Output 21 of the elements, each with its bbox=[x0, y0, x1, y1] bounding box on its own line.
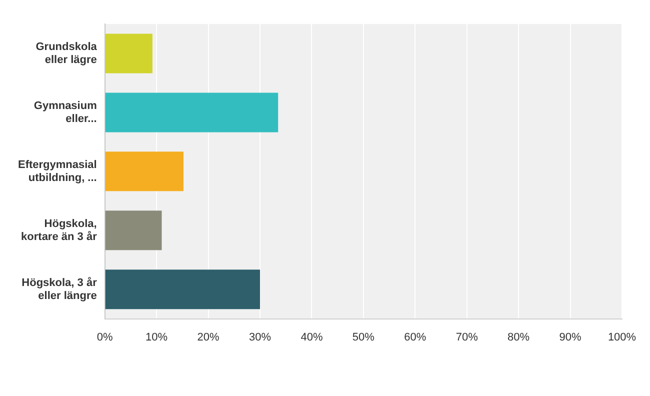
x-tick-label: 70% bbox=[456, 331, 478, 344]
y-tick-label: Gymnasium eller... bbox=[34, 100, 98, 126]
x-tick-label: 20% bbox=[197, 331, 220, 344]
x-tick-label: 90% bbox=[559, 331, 582, 344]
bar bbox=[105, 210, 162, 250]
x-tick-label: 50% bbox=[352, 331, 375, 344]
bar bbox=[105, 34, 152, 74]
bar bbox=[105, 270, 260, 310]
x-tick-label: 100% bbox=[608, 331, 636, 344]
y-tick-label: Eftergymnasial utbildning, ... bbox=[18, 158, 97, 184]
x-tick-label: 40% bbox=[300, 331, 323, 344]
y-tick-label: Högskola, 3 år eller längre bbox=[22, 276, 98, 302]
x-tick-label: 30% bbox=[248, 331, 272, 344]
bar bbox=[105, 92, 278, 132]
bar bbox=[105, 152, 184, 192]
y-tick-label: Grundskola eller lägre bbox=[36, 40, 98, 66]
x-tick-label: 60% bbox=[404, 331, 426, 344]
x-tick-label: 80% bbox=[508, 331, 530, 344]
x-tick-label: 10% bbox=[146, 331, 168, 344]
y-tick-label: Högskola, kortare än 3 år bbox=[21, 218, 98, 243]
x-tick-label: 0% bbox=[96, 331, 114, 344]
